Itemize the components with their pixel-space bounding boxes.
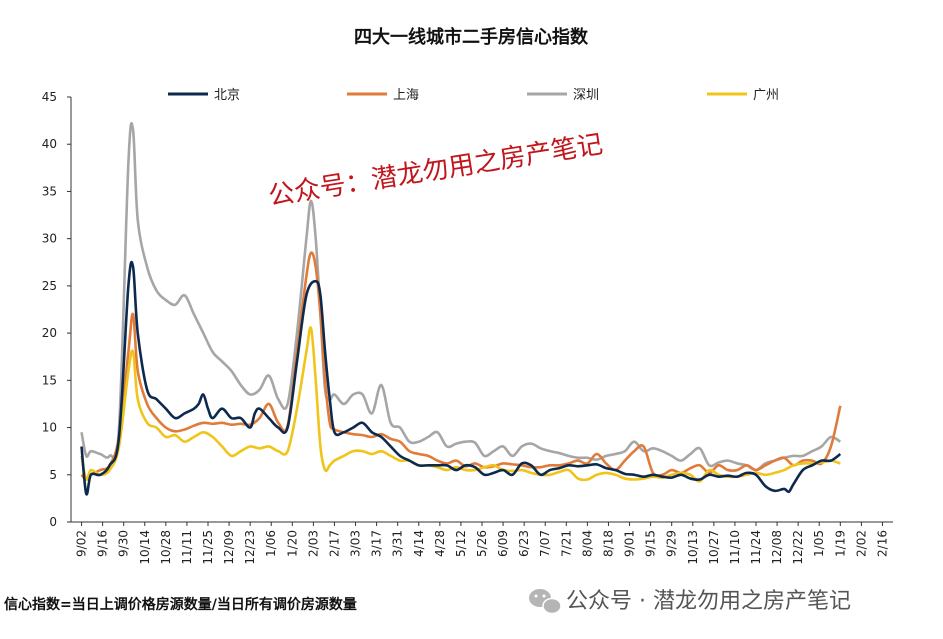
legend-label: 广州 [753, 88, 779, 103]
x-tick-label: 4/14 [412, 530, 426, 557]
wechat-icon [529, 589, 562, 615]
x-tick-label: 5/26 [475, 530, 489, 557]
x-tick-label: 11/25 [201, 530, 215, 565]
x-tick-label: 9/30 [117, 530, 131, 557]
series-line-上海 [80, 251, 842, 481]
x-tick-label: 7/21 [559, 530, 573, 557]
x-tick-label: 10/13 [686, 530, 700, 565]
y-tick-label: 40 [42, 137, 57, 151]
legend-label: 深圳 [573, 88, 599, 103]
x-tick-label: 12/08 [770, 530, 784, 565]
x-tick-label: 11/24 [749, 530, 763, 565]
x-tick-label: 2/16 [875, 530, 889, 557]
x-tick-label: 11/11 [180, 530, 194, 565]
y-tick-label: 20 [42, 326, 57, 340]
legend: 北京 上海 深圳 广州 [168, 88, 779, 103]
y-tick-label: 5 [49, 468, 57, 482]
x-tick-label: 12/09 [222, 530, 236, 565]
y-tick-label: 0 [49, 515, 57, 529]
brand-text: 公众号 · 潜龙勿用之房产笔记 [566, 589, 851, 614]
chart-title: 四大一线城市二手房信心指数 [354, 26, 589, 48]
series-line-深圳 [80, 122, 842, 472]
legend-label: 北京 [214, 88, 240, 103]
x-tick-label: 2/03 [306, 530, 320, 557]
footnote: 信心指数=当日上调价格房源数量/当日所有调价房源数量 [4, 596, 357, 613]
axes: 0 5 10 15 20 25 30 35 40 45 9/02 9/16 9/30 10/14 10/28… [42, 90, 893, 565]
y-tick-label: 25 [42, 279, 57, 293]
x-tick-label: 8/18 [601, 530, 615, 557]
x-tick-label: 2/17 [327, 530, 341, 557]
x-tick-label: 10/14 [138, 530, 152, 565]
x-tick-label: 9/29 [665, 530, 679, 557]
y-tick-label: 10 [42, 421, 57, 435]
x-tick-label: 8/04 [580, 530, 594, 557]
x-tick-label: 10/28 [159, 530, 173, 565]
series-line-北京 [80, 260, 842, 496]
x-tick-label: 1/20 [285, 530, 299, 557]
x-tick-label: 3/03 [349, 530, 363, 557]
y-tick-label: 30 [42, 232, 57, 246]
watermark-text: 公众号：潜龙勿用之房产笔记 [266, 129, 605, 212]
x-tick-label: 5/12 [454, 530, 468, 557]
x-tick-label: 9/01 [623, 530, 637, 557]
x-tick-label: 10/27 [707, 530, 721, 565]
x-tick-label: 6/23 [517, 530, 531, 557]
x-tick-label: 3/17 [370, 530, 384, 557]
x-tick-label: 1/05 [812, 530, 826, 557]
x-tick-label: 1/06 [264, 530, 278, 557]
legend-label: 上海 [393, 88, 419, 103]
series-line-广州 [80, 326, 841, 483]
y-tick-label: 35 [42, 184, 57, 198]
x-tick-label: 12/22 [791, 530, 805, 565]
series-group [80, 122, 842, 496]
x-tick-label: 4/28 [433, 530, 447, 557]
y-tick-label: 45 [42, 90, 57, 104]
x-tick-label: 3/31 [391, 530, 405, 557]
x-tick-label: 6/09 [496, 530, 510, 557]
y-tick-label: 15 [42, 373, 57, 387]
x-tick-label: 9/02 [75, 530, 89, 557]
x-tick-label: 9/16 [96, 530, 110, 557]
x-tick-label: 12/23 [243, 530, 257, 565]
x-tick-label: 1/19 [833, 530, 847, 557]
x-tick-label: 7/07 [538, 530, 552, 557]
x-tick-label: 2/02 [854, 530, 868, 557]
x-tick-label: 9/15 [644, 530, 658, 557]
x-tick-label: 11/10 [728, 530, 742, 565]
